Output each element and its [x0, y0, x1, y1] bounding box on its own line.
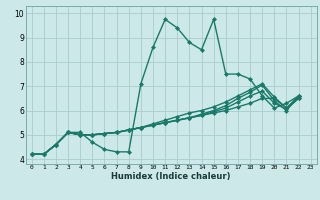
X-axis label: Humidex (Indice chaleur): Humidex (Indice chaleur): [111, 172, 231, 181]
